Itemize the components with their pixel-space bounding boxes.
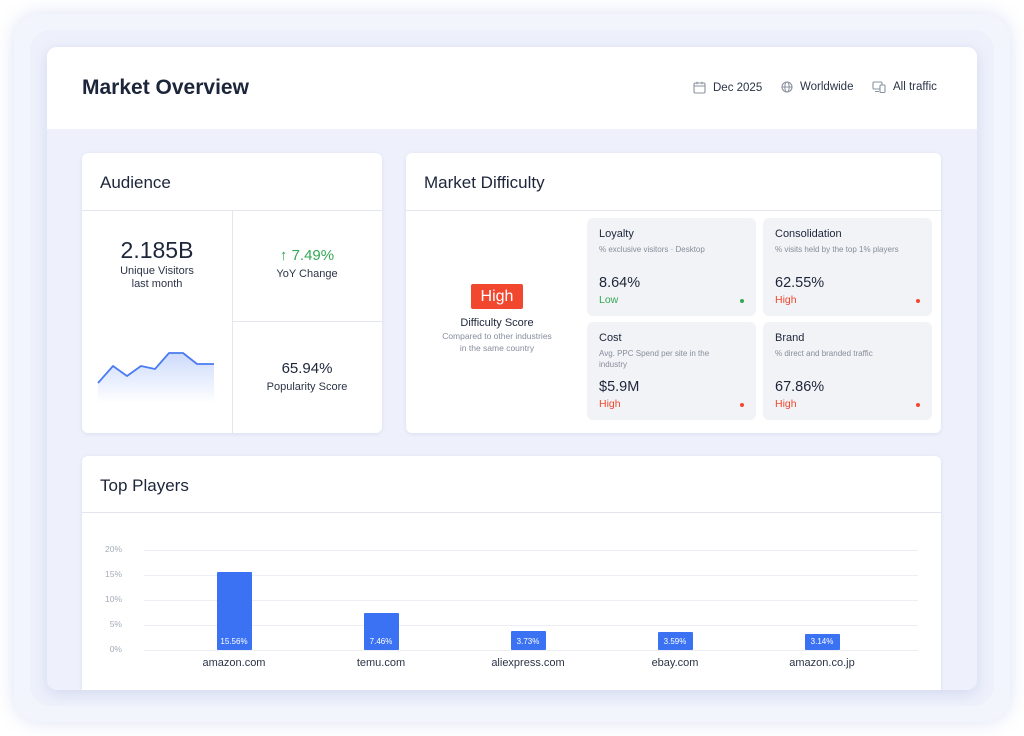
- chart-gridline: [144, 625, 918, 626]
- metric-title: Cost: [599, 332, 622, 344]
- visitors-value: 2.185B: [120, 237, 194, 263]
- traffic-filter[interactable]: All traffic: [872, 81, 937, 93]
- metric-title: Loyalty: [599, 228, 634, 240]
- market-difficulty-title: Market Difficulty: [424, 173, 545, 192]
- metric-subtitle: % direct and branded traffic: [775, 349, 873, 358]
- yoy-label: YoY Change: [276, 268, 338, 280]
- y-tick-label: 5%: [109, 619, 122, 629]
- metric-value: $5.9M: [599, 379, 640, 395]
- region-filter-label: Worldwide: [800, 81, 854, 93]
- metric-value: 67.86%: [775, 379, 825, 395]
- difficulty-badge: High: [471, 284, 523, 309]
- calendar-icon: [693, 81, 706, 94]
- difficulty-score-sub: Compared to other industries: [442, 331, 552, 341]
- y-tick-label: 0%: [109, 644, 122, 654]
- difficulty-score-label: Difficulty Score: [460, 317, 534, 329]
- audience-title: Audience: [100, 173, 171, 192]
- status-dot: [916, 403, 920, 407]
- page-title: Market Overview: [82, 76, 249, 99]
- metric-card-consolidation: Consolidation % visits held by the top 1…: [763, 218, 932, 316]
- metric-value: 8.64%: [599, 275, 641, 291]
- metric-title: Brand: [775, 332, 805, 344]
- metric-card-brand: Brand % direct and branded traffic 67.86…: [763, 322, 932, 420]
- metric-level: High: [775, 294, 797, 306]
- popularity-value: 65.94%: [281, 360, 333, 377]
- y-tick-label: 15%: [104, 569, 122, 579]
- metric-level: High: [775, 398, 797, 410]
- bar-value-label: 7.46%: [363, 634, 399, 650]
- status-dot: [740, 299, 744, 303]
- visitors-sparkline: [97, 352, 214, 403]
- visitors-label: Unique Visitors: [120, 265, 194, 277]
- dashboard-panel: Market Overview Dec 2025 Worldwide All t…: [47, 47, 977, 690]
- metric-subtitle: Avg. PPC Spend per site in the industry: [599, 349, 710, 369]
- y-tick-label: 10%: [104, 594, 122, 604]
- arrow-up-icon: ↑: [279, 247, 292, 264]
- y-tick-label: 20%: [104, 544, 122, 554]
- devices-icon: [872, 81, 886, 93]
- metric-title: Consolidation: [775, 228, 842, 240]
- header-bar: Market Overview Dec 2025 Worldwide All t…: [47, 47, 977, 129]
- divider: [406, 210, 941, 211]
- market-difficulty-card: Market Difficulty High Difficulty Score …: [406, 153, 941, 433]
- region-filter[interactable]: Worldwide: [781, 81, 853, 93]
- chart-gridline: [144, 600, 918, 601]
- metric-value: 62.55%: [775, 275, 825, 291]
- metric-subtitle: % visits held by the top 1% players: [775, 245, 899, 254]
- bar-value-label: 3.59%: [657, 634, 693, 650]
- metric-card-cost: Cost Avg. PPC Spend per site in the indu…: [587, 322, 756, 420]
- date-filter-label: Dec 2025: [713, 81, 763, 94]
- top-players-chart: 20% 15% 10% 5% 0% 15.56% amazon.com 7.46% temu.c…: [82, 456, 941, 690]
- x-category-label: aliexpress.com: [491, 657, 565, 669]
- divider: [82, 512, 941, 513]
- metric-level: Low: [599, 294, 619, 306]
- top-players-card: Top Players 20% 15% 10% 5% 0% 15.56% amazon.co…: [82, 456, 941, 690]
- yoy-value: 7.49%: [291, 247, 335, 264]
- globe-icon: [781, 81, 793, 93]
- top-players-title: Top Players: [100, 476, 189, 495]
- bar-value-label: 15.56%: [216, 634, 252, 650]
- bar-value-label: 3.73%: [510, 634, 546, 650]
- x-category-label: amazon.com: [202, 657, 266, 669]
- x-category-label: ebay.com: [651, 657, 699, 669]
- bar-value-label: 3.14%: [804, 634, 840, 650]
- status-dot: [916, 299, 920, 303]
- status-dot: [740, 403, 744, 407]
- traffic-filter-label: All traffic: [893, 81, 937, 93]
- visitors-sublabel: last month: [131, 278, 183, 290]
- metric-subtitle: % exclusive visitors · Desktop: [599, 245, 705, 254]
- metric-card-loyalty: Loyalty % exclusive visitors · Desktop 8…: [587, 218, 756, 316]
- x-category-label: amazon.co.jp: [789, 657, 855, 669]
- chart-gridline: [144, 575, 918, 576]
- chart-gridline: [144, 650, 918, 651]
- divider: [232, 321, 382, 322]
- popularity-label: Popularity Score: [266, 381, 348, 393]
- chart-gridline: [144, 550, 918, 551]
- audience-card: Audience 2.185B Unique Visitors last mon…: [82, 153, 382, 433]
- yoy-change: ↑ 7.49%: [232, 247, 382, 264]
- x-category-label: temu.com: [356, 657, 406, 669]
- metric-level: High: [599, 398, 621, 410]
- date-filter[interactable]: Dec 2025: [693, 81, 762, 94]
- difficulty-score-sub: in the same country: [459, 343, 535, 353]
